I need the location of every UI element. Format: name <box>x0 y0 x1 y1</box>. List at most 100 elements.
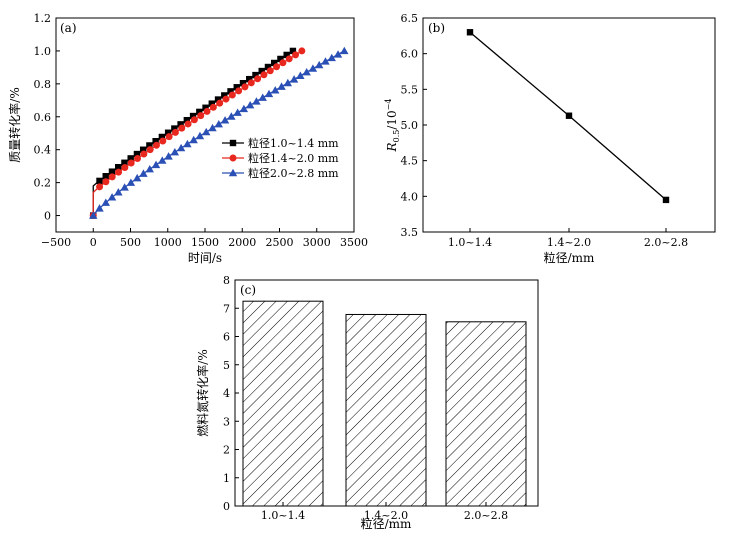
chart-a-data-point <box>264 89 274 98</box>
chart-a-x-axis-label: 时间/s <box>188 251 222 265</box>
chart-a-series-3 <box>89 46 349 219</box>
chart-b-x-tick-label: 1.4~2.0 <box>547 236 591 249</box>
chart-a-data-point <box>302 67 311 76</box>
chart-a-data-point <box>214 96 222 103</box>
chart-a-y-tick-label: 0.8 <box>34 78 52 91</box>
chart-b-data-point <box>565 112 573 119</box>
chart-a-data-point <box>239 80 247 87</box>
chart-b-y-axis-label-sub: 0.5 <box>392 130 401 143</box>
chart-a-y-axis-label: 质量转化率/% <box>7 87 22 162</box>
chart-a-data-point <box>140 150 148 158</box>
chart-a-data-point <box>139 146 147 153</box>
chart-a-data-point <box>258 93 267 101</box>
chart-a-data-point <box>189 135 198 144</box>
chart-a-data-point <box>214 120 223 128</box>
chart-a-series-line <box>92 50 303 216</box>
chart-a-data-point <box>292 51 300 59</box>
chart-a-data-point <box>96 177 103 185</box>
chart-b-x-tick-label: 2.0~2.8 <box>644 236 688 249</box>
chart-b-frame <box>422 17 716 233</box>
chart-c-y-tick-label: 1 <box>223 472 230 485</box>
chart-a-data-point <box>102 178 110 186</box>
chart-a-data-point <box>239 104 249 113</box>
chart-a-data-point <box>115 163 122 171</box>
chart-b: (b) 粒径/mm R0.5/10−4 3.5 4.0 4.5 5.0 5.5 6.0 6.… <box>384 12 716 265</box>
chart-a-data-point <box>247 79 255 87</box>
chart-a-data-point <box>241 83 249 91</box>
chart-a-x-tick-label: 2500 <box>266 236 294 249</box>
chart-b-y-tick-label: 5.5 <box>401 83 419 96</box>
chart-a-x-tick-label: 3000 <box>303 236 331 249</box>
chart-a-data-point <box>95 204 104 212</box>
chart-a-data-point <box>189 112 197 120</box>
chart-a-legend-marker <box>229 139 237 147</box>
chart-a-data-point <box>222 95 230 103</box>
chart-a-data-point <box>170 148 180 156</box>
chart-a-y-tick-label: 0.4 <box>34 144 52 157</box>
chart-a-data-point <box>252 71 259 79</box>
chart-b-y-tick-label: 5.0 <box>401 119 419 132</box>
chart-a-data-point <box>96 183 104 191</box>
chart-a-data-point <box>228 91 236 99</box>
chart-a-x-tick-label: −500 <box>41 236 71 249</box>
chart-a-data-point <box>279 59 287 67</box>
chart-a-data-point <box>283 51 290 59</box>
chart-a-data-point <box>264 63 272 71</box>
chart-a-data-point <box>246 75 253 83</box>
chart-a-data-point <box>195 131 205 140</box>
chart-a-data-point <box>139 169 148 177</box>
chart-a-data-point <box>190 116 198 124</box>
chart-b-y-axis-label-unit: /10 <box>385 110 399 129</box>
chart-a-data-point <box>266 67 274 75</box>
chart-a-data-point <box>227 112 236 120</box>
chart-a-data-point <box>152 141 160 149</box>
chart-b-data-point <box>662 196 670 204</box>
chart-b-x-axis-label: 粒径/mm <box>544 250 595 265</box>
chart-a-legend-label: 粒径2.0~2.8 mm <box>248 166 339 180</box>
chart-b-panel-label: (b) <box>428 21 445 35</box>
chart-a-data-point <box>315 60 324 69</box>
chart-a-data-point <box>333 50 343 58</box>
chart-a-data-point <box>171 125 178 132</box>
chart-c-y-tick-label: 6 <box>223 331 230 344</box>
chart-a-data-point <box>203 107 211 115</box>
chart-a-y-tick-label: 0.6 <box>34 111 52 124</box>
chart-a-data-point <box>177 121 184 128</box>
chart-c-bar <box>345 313 427 507</box>
chart-a-data-point <box>283 78 293 87</box>
chart-a: (a) 时间/s 质量转化率/% −500 0 500 1000 1500 2000 250… <box>7 12 368 265</box>
chart-a-data-point <box>152 137 159 145</box>
chart-a-y-tick-label: 1.2 <box>34 12 52 25</box>
chart-a-data-point <box>132 173 142 182</box>
chart-a-data-point <box>108 173 116 181</box>
chart-a-data-point <box>164 152 173 160</box>
chart-a-data-point <box>289 47 297 55</box>
chart-c-bar <box>445 321 527 507</box>
chart-a-legend-label: 粒径1.0~1.4 mm <box>248 136 339 150</box>
chart-a-data-point <box>127 159 135 167</box>
chart-a-data-point <box>202 127 211 136</box>
chart-a-data-point <box>146 146 154 154</box>
chart-a-data-point <box>208 123 217 132</box>
chart-a-data-point <box>146 142 153 149</box>
chart-b-data-point <box>466 29 474 36</box>
chart-a-data-point <box>233 84 240 91</box>
chart-a-data-point <box>277 82 286 90</box>
chart-a-data-point <box>196 108 203 116</box>
chart-c-y-tick-label: 4 <box>223 387 230 400</box>
chart-a-data-point <box>308 64 318 72</box>
chart-c-y-tick-label: 3 <box>223 415 230 428</box>
chart-a-data-point <box>133 154 141 162</box>
chart-c-x-axis-label: 粒径/mm <box>361 516 412 531</box>
chart-a-data-point <box>107 193 117 201</box>
chart-a-data-point <box>298 47 306 55</box>
chart-a-series-line <box>92 50 344 216</box>
chart-a-data-point <box>235 87 243 95</box>
chart-a-data-point <box>220 116 230 124</box>
chart-c-y-tick-label: 5 <box>223 359 230 372</box>
chart-a-data-point <box>121 159 128 166</box>
chart-a-x-tick-label: 1000 <box>154 236 182 249</box>
chart-a-data-point <box>277 55 284 63</box>
